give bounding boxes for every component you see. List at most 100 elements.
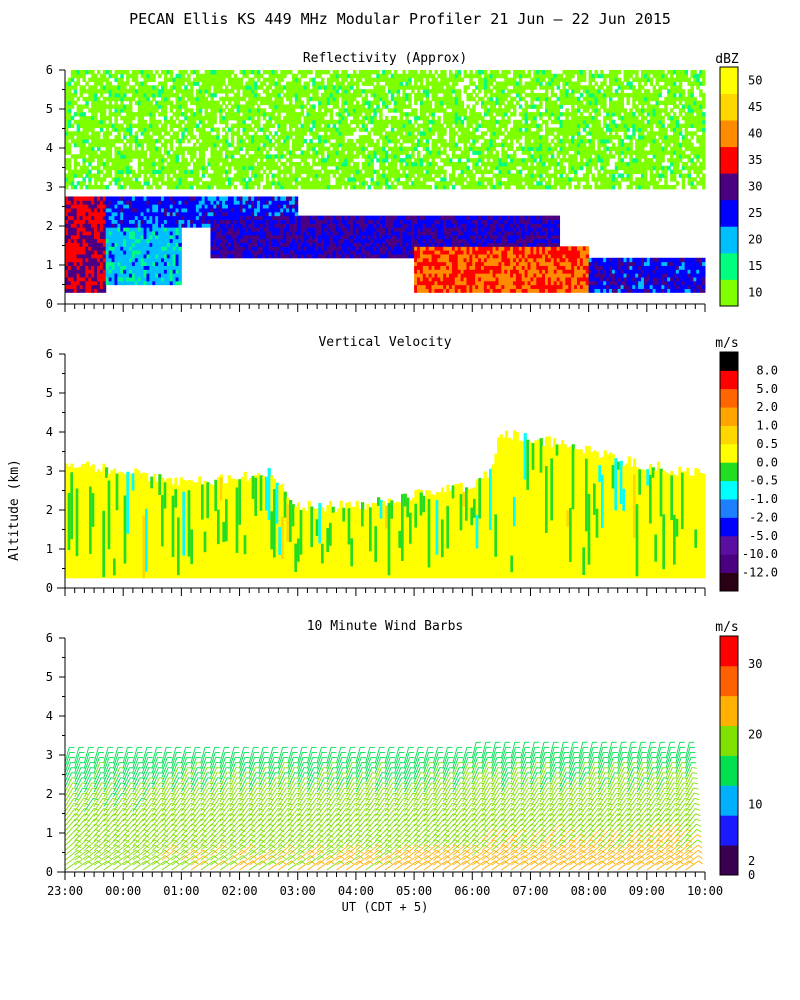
reflectivity-cell [70,138,75,144]
reflectivity-cell [338,184,342,190]
reflectivity-cell [163,150,168,155]
reflectivity-cell [385,238,389,243]
reflectivity-cell [216,138,220,144]
reflectivity-cell [411,184,415,190]
reflectivity-cell [236,246,241,251]
reflectivity-cell [257,181,261,186]
reflectivity-cell [358,138,363,144]
reflectivity-cell [297,81,302,86]
reflectivity-cell [271,250,275,255]
reflectivity-cell [338,112,342,117]
reflectivity-cell [158,158,162,163]
reflectivity-cell [158,177,162,182]
reflectivity-cell [321,77,325,83]
reflectivity-cell [417,246,421,251]
reflectivity-cell [140,85,145,90]
reflectivity-cell [129,119,133,125]
reflectivity-cell [425,161,430,167]
reflectivity-cell [184,69,188,75]
reflectivity-cell [216,177,220,182]
reflectivity-cell [99,169,104,174]
reflectivity-cell [181,77,185,83]
reflectivity-cell [169,177,174,182]
reflectivity-cell [286,253,290,259]
reflectivity-cell [367,230,371,236]
reflectivity-cell [85,200,89,205]
reflectivity-cell [303,165,307,171]
reflectivity-cell [181,131,185,136]
reflectivity-cell [175,177,179,182]
reflectivity-cell [411,108,415,113]
reflectivity-cell [158,219,162,224]
reflectivity-cell [225,73,229,79]
reflectivity-cell [422,288,427,293]
reflectivity-cell [262,77,267,83]
reflectivity-cell [204,207,209,213]
reflectivity-cell [73,276,78,282]
reflectivity-cell [312,123,316,129]
reflectivity-cell [105,115,110,121]
reflectivity-cell [344,158,348,163]
reflectivity-cell [175,138,179,144]
reflectivity-cell [161,230,165,236]
reflectivity-cell [94,234,98,240]
reflectivity-cell [393,154,398,159]
reflectivity-cell [422,104,427,109]
reflectivity-cell [408,135,412,140]
reflectivity-cell [353,184,357,190]
reflectivity-cell [146,181,150,186]
reflectivity-cell [321,181,325,186]
reflectivity-cell [286,184,290,190]
reflectivity-cell [242,238,246,243]
reflectivity-cell [277,146,281,152]
reflectivity-cell [175,219,179,224]
reflectivity-cell [108,112,113,117]
reflectivity-cell [198,85,203,90]
reflectivity-cell [155,250,159,255]
reflectivity-cell [137,104,142,109]
reflectivity-cell [323,219,328,224]
reflectivity-cell [370,115,374,121]
reflectivity-cell [65,142,69,148]
reflectivity-cell [254,165,258,171]
reflectivity-cell [259,196,264,201]
reflectivity-cell [233,115,238,121]
reflectivity-cell [178,112,182,117]
reflectivity-cell [222,69,226,75]
reflectivity-cell [341,123,345,129]
reflectivity-cell [326,89,331,94]
reflectivity-cell [419,112,424,117]
reflectivity-cell [213,73,217,79]
reflectivity-cell [259,85,264,90]
reflectivity-cell [318,250,322,255]
reflectivity-cell [335,73,339,79]
reflectivity-cell [251,215,255,220]
reflectivity-cell [425,146,430,152]
reflectivity-cell [419,184,424,190]
reflectivity-cell [283,92,287,98]
reflectivity-cell [283,119,287,125]
reflectivity-cell [99,154,104,159]
reflectivity-cell [108,85,113,90]
reflectivity-cell [88,69,92,75]
reflectivity-cell [67,265,72,270]
reflectivity-cell [152,230,156,236]
reflectivity-cell [353,92,357,98]
reflectivity-cell [376,108,380,113]
reflectivity-cell [233,230,238,236]
reflectivity-cell [207,211,211,217]
reflectivity-cell [163,204,168,209]
reflectivity-cell [283,219,287,224]
reflectivity-cell [332,135,337,140]
reflectivity-cell [271,104,275,109]
reflectivity-cell [152,104,156,109]
reflectivity-cell [326,227,331,232]
reflectivity-cell [419,135,424,140]
reflectivity-cell [265,138,270,144]
reflectivity-cell [70,115,75,121]
reflectivity-cell [155,280,159,286]
reflectivity-cell [364,135,369,140]
reflectivity-cell [382,246,386,251]
reflectivity-cell [257,242,261,247]
reflectivity-cell [280,246,284,251]
